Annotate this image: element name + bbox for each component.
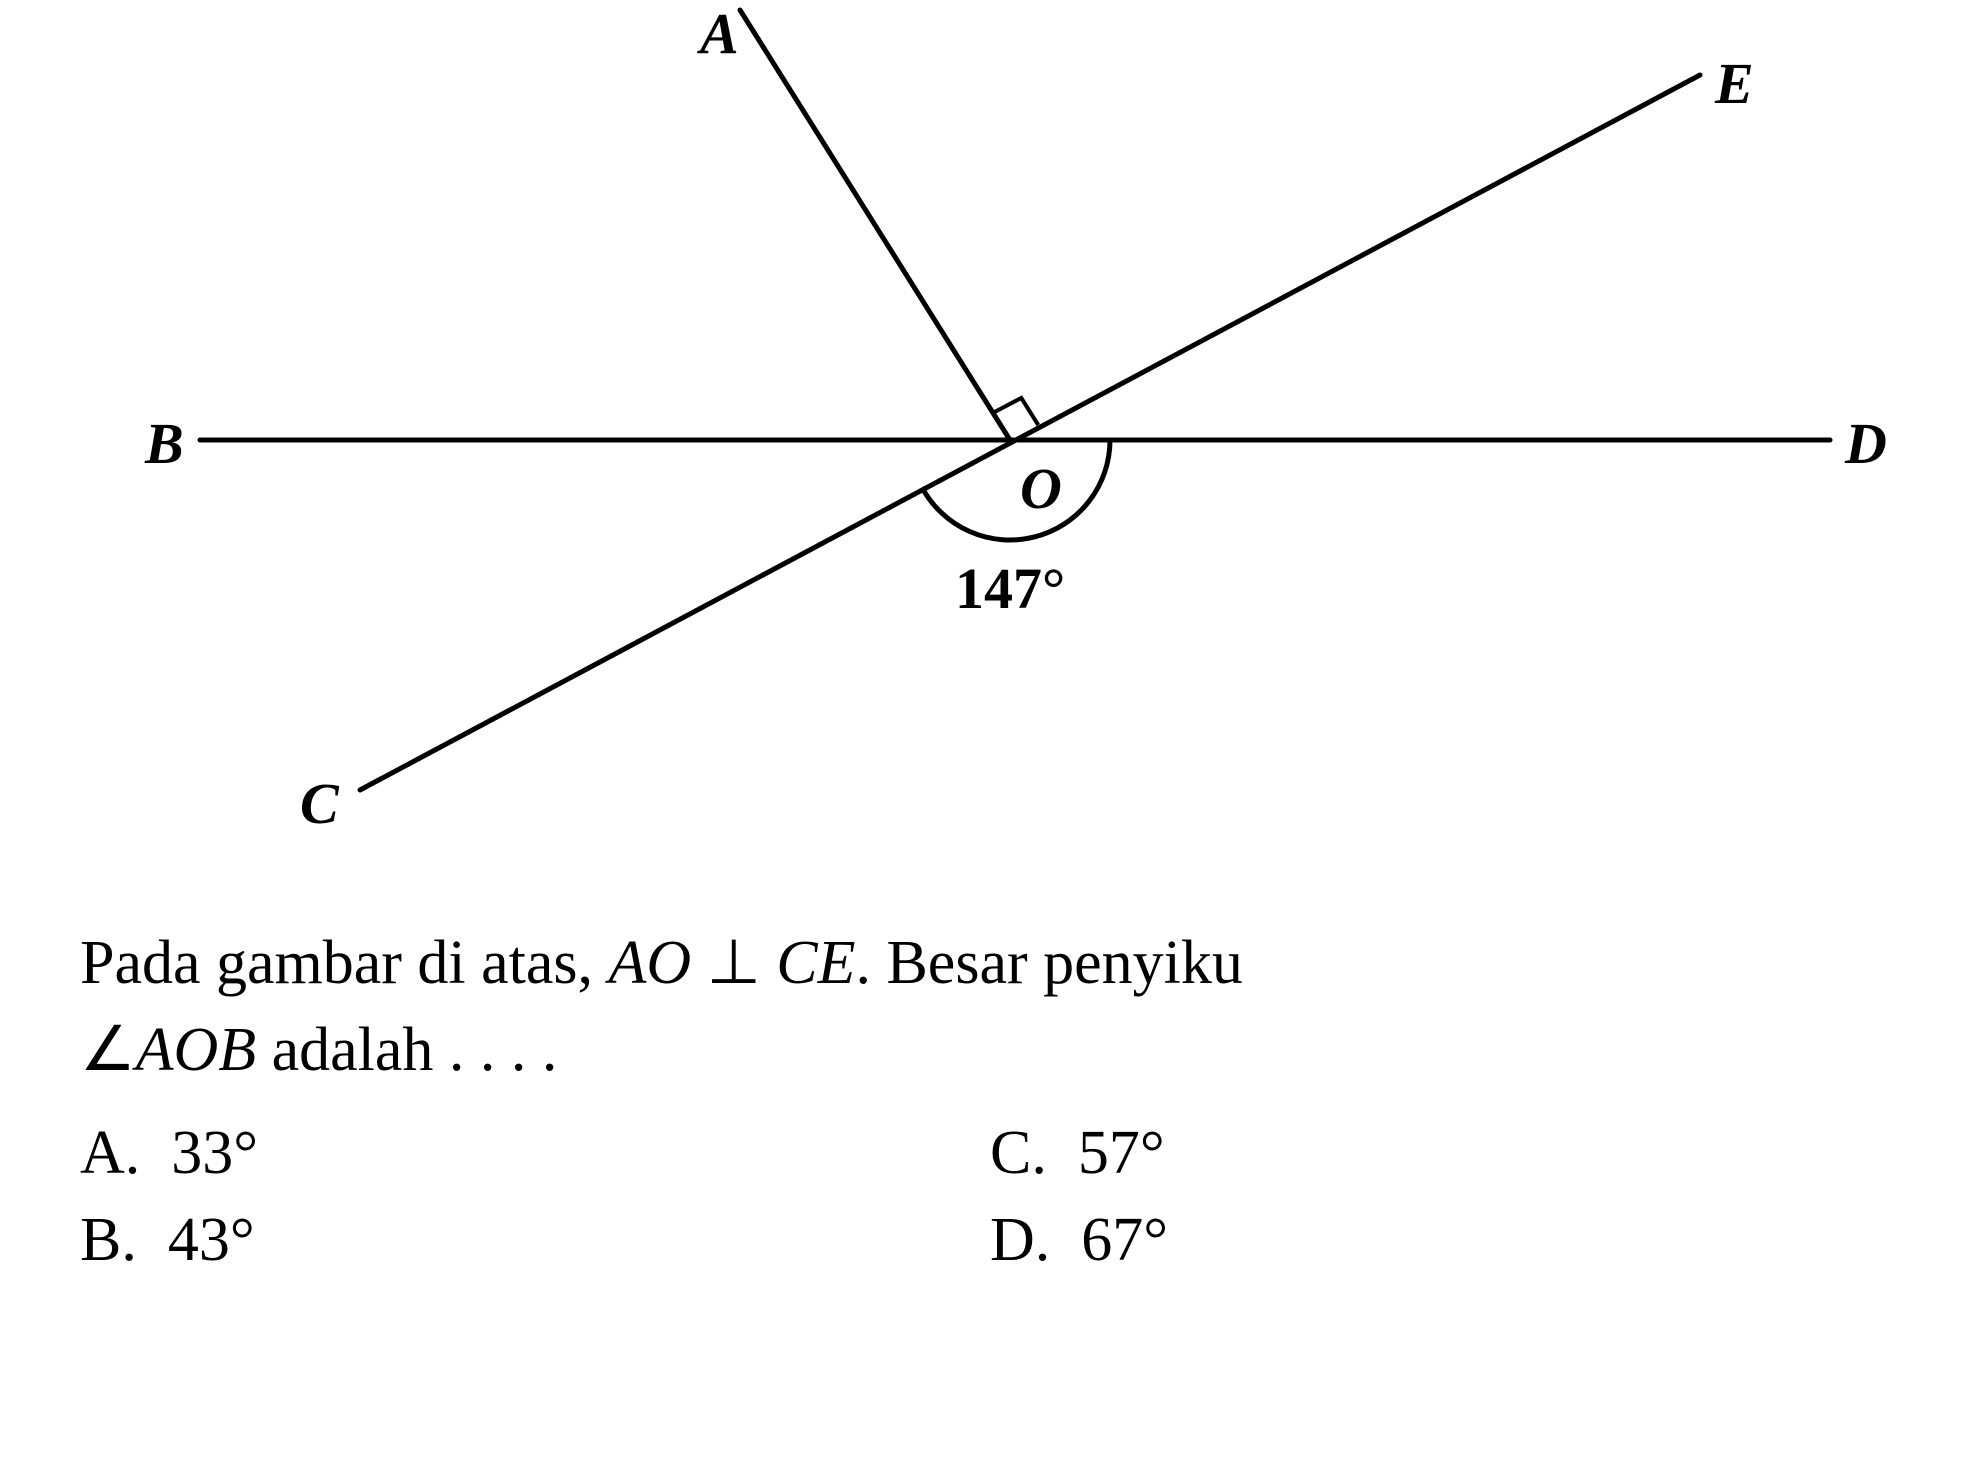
option-C-letter: C. — [990, 1119, 1047, 1187]
label-E: E — [1715, 50, 1754, 117]
q-CE: CE — [776, 929, 855, 997]
angle-label: 147° — [955, 555, 1065, 622]
option-A: A. 33° — [80, 1110, 990, 1197]
q-AOB: AOB — [136, 1016, 257, 1084]
option-D: D. 67° — [990, 1197, 1900, 1284]
perp-symbol: ⊥ — [691, 929, 776, 997]
question-text: Pada gambar di atas, AO ⊥ CE. Besar peny… — [80, 920, 1900, 1094]
option-B-value: 43° — [168, 1206, 255, 1274]
label-B: B — [145, 410, 184, 477]
q-suffix2: adalah . . . . — [256, 1016, 557, 1084]
q-AO: AO — [609, 929, 692, 997]
angle-symbol: ∠ — [80, 1016, 136, 1084]
answer-options: A. 33° B. 43° C. 57° D. 67° — [80, 1110, 1900, 1284]
option-A-value: 33° — [171, 1119, 258, 1187]
diagram-svg — [0, 0, 1986, 880]
option-D-letter: D. — [990, 1206, 1050, 1274]
label-C: C — [300, 770, 339, 837]
option-C: C. 57° — [990, 1110, 1900, 1197]
label-A: A — [700, 0, 739, 67]
label-D: D — [1845, 410, 1887, 477]
option-D-value: 67° — [1081, 1206, 1168, 1274]
option-B-letter: B. — [80, 1206, 137, 1274]
options-right-column: C. 57° D. 67° — [990, 1110, 1900, 1284]
geometry-diagram: A B C D E O 147° — [0, 0, 1986, 880]
options-left-column: A. 33° B. 43° — [80, 1110, 990, 1284]
q-prefix: Pada gambar di atas, — [80, 929, 609, 997]
q-suffix1: . Besar penyiku — [855, 929, 1242, 997]
option-B: B. 43° — [80, 1197, 990, 1284]
question-line-1: Pada gambar di atas, AO ⊥ CE. Besar peny… — [80, 920, 1900, 1007]
question-line-2: ∠AOB adalah . . . . — [80, 1007, 1900, 1094]
option-A-letter: A. — [80, 1119, 140, 1187]
label-O: O — [1020, 455, 1062, 522]
option-C-value: 57° — [1078, 1119, 1165, 1187]
